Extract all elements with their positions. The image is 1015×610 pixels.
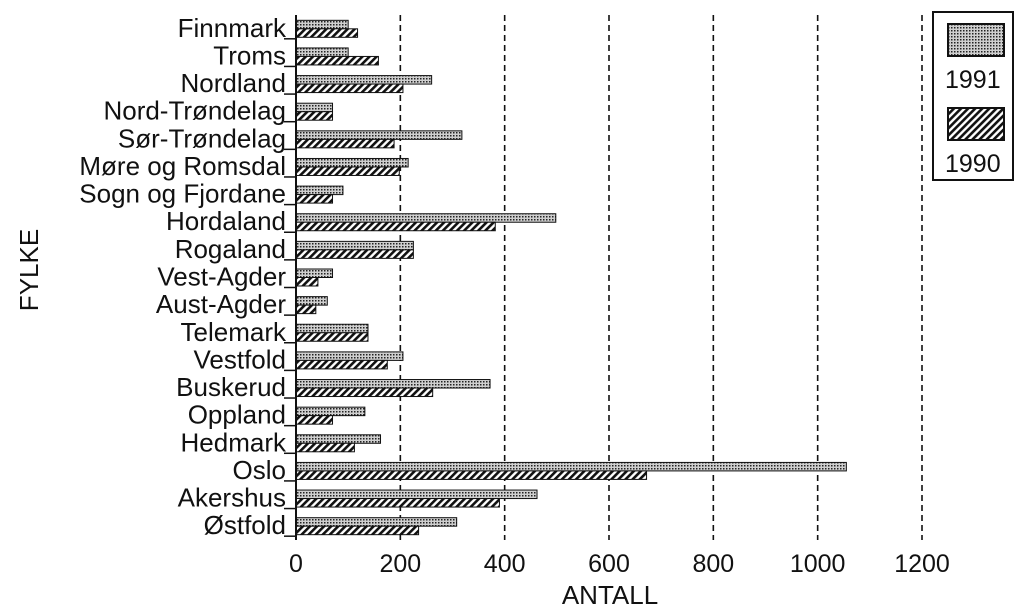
bar-1990 xyxy=(295,277,319,287)
legend-label-1990: 1990 xyxy=(945,150,1001,178)
bar-1991 xyxy=(295,213,557,223)
x-tick-label-1200: 1200 xyxy=(894,550,950,578)
category-label: Rogaland xyxy=(175,234,286,264)
legend: 1991 1990 xyxy=(932,11,1014,181)
bar-1990 xyxy=(295,28,359,38)
bar-1991 xyxy=(295,351,404,361)
bar-1990 xyxy=(295,166,400,176)
category-label: Aust-Agder xyxy=(156,289,286,319)
x-tick-label-1000: 1000 xyxy=(790,550,846,578)
bar-1990 xyxy=(295,138,395,149)
category-labels: FinnmarkTromsNordlandNord-TrøndelagSør-T… xyxy=(79,13,296,540)
category-label: Sør-Trøndelag xyxy=(118,123,286,153)
category-label: Sogn og Fjordane xyxy=(79,179,286,209)
bar-1991 xyxy=(295,185,344,196)
category-label: Østfold xyxy=(204,510,286,540)
bar-1990 xyxy=(295,498,500,508)
x-tick-label-600: 600 xyxy=(588,550,630,578)
category-label: Akershus xyxy=(178,483,286,513)
x-tick-label-400: 400 xyxy=(484,550,526,578)
bar-1991 xyxy=(295,379,491,389)
bar-1991 xyxy=(295,130,463,140)
category-label: Telemark xyxy=(181,317,287,347)
bar-1991 xyxy=(295,434,382,444)
category-label: Troms xyxy=(213,40,286,70)
x-tick-label-0: 0 xyxy=(289,550,303,578)
bar-1991 xyxy=(295,19,349,30)
bar-1991 xyxy=(295,240,414,251)
bar-1990 xyxy=(295,387,434,398)
bar-1990 xyxy=(295,111,334,121)
bar-1991 xyxy=(295,461,847,472)
legend-swatch-1990 xyxy=(947,107,1005,141)
category-label: Oppland xyxy=(188,400,286,430)
bar-1990 xyxy=(295,221,496,232)
bar-1990 xyxy=(295,55,379,66)
bars-group xyxy=(295,19,847,536)
category-label: Buskerud xyxy=(176,372,286,402)
category-label: Oslo xyxy=(233,455,286,485)
category-label: Nordland xyxy=(180,68,286,98)
bar-1990 xyxy=(295,332,369,342)
category-label: Finnmark xyxy=(178,13,287,43)
category-label: Hordaland xyxy=(166,206,286,236)
bar-1990 xyxy=(295,194,334,204)
bar-1990 xyxy=(295,525,420,536)
x-tick-label-200: 200 xyxy=(379,550,421,578)
bar-1991 xyxy=(295,157,409,168)
category-label: Hedmark xyxy=(181,427,287,457)
x-tick-label-800: 800 xyxy=(692,550,734,578)
bar-1991 xyxy=(295,268,334,278)
bar-1991 xyxy=(295,489,538,500)
legend-swatch-1991 xyxy=(947,23,1005,57)
bar-1991 xyxy=(295,102,334,113)
x-tick-labels: 0 200 400 600 800 1000 1200 xyxy=(289,550,950,578)
bar-1990 xyxy=(295,359,388,370)
category-label: Møre og Romsdal xyxy=(79,151,286,181)
bar-1991 xyxy=(295,47,349,57)
bar-1990 xyxy=(295,442,355,453)
legend-label-1991: 1991 xyxy=(945,66,1001,94)
bar-1990 xyxy=(295,304,317,315)
category-label: Vestfold xyxy=(193,344,286,374)
x-axis-title: ANTALL xyxy=(562,580,658,610)
bar-1990 xyxy=(295,470,648,480)
bar-1991 xyxy=(295,517,458,527)
category-label: Vest-Agder xyxy=(157,262,286,292)
bar-1990 xyxy=(295,415,334,425)
bar-1991 xyxy=(295,75,433,85)
grid-lines xyxy=(399,15,923,540)
bar-1990 xyxy=(295,249,414,259)
y-axis-title: FYLKE xyxy=(14,229,44,311)
bar-1990 xyxy=(295,83,404,94)
bar-1991 xyxy=(295,296,328,306)
category-label: Nord-Trøndelag xyxy=(103,96,286,126)
bar-1991 xyxy=(295,323,369,334)
bar-1991 xyxy=(295,406,366,417)
